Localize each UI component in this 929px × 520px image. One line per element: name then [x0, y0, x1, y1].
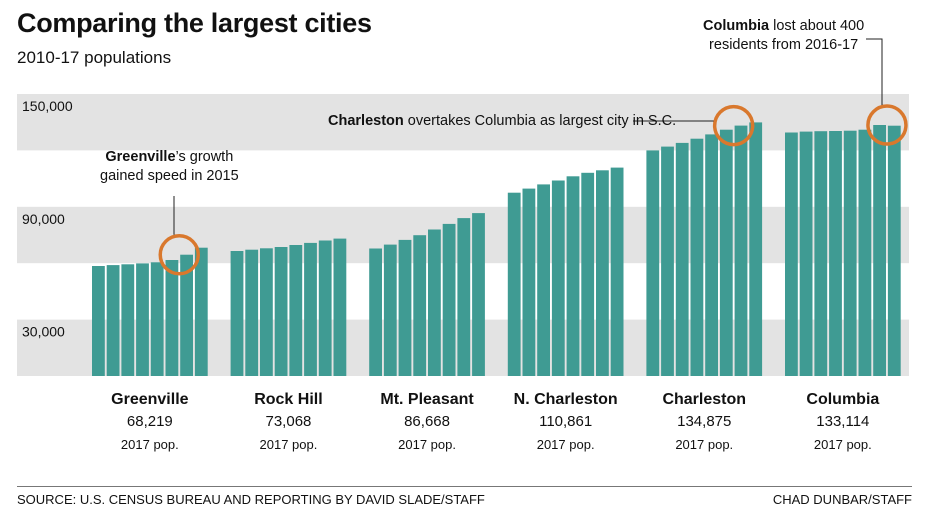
- bar-n-charleston-2014: [566, 176, 580, 376]
- bar-n-charleston-2017: [610, 167, 624, 376]
- bar-rock-hill-2014: [289, 245, 303, 376]
- category-label: N. Charleston: [514, 391, 618, 408]
- footer-divider: [17, 486, 912, 487]
- y-tick-label: 90,000: [22, 211, 65, 227]
- annotation-greenville-text: ’s growth: [175, 149, 234, 165]
- leader-line-columbia: [866, 38, 883, 106]
- bar-rock-hill-2011: [245, 249, 259, 376]
- annotation-columbia: Columbia lost about 400 residents from 2…: [703, 17, 864, 55]
- population-value: 68,219: [127, 413, 173, 430]
- category-label: Mt. Pleasant: [380, 391, 474, 408]
- bar-charleston-2014: [705, 134, 718, 376]
- annotation-greenville-line2: gained speed in 2015: [100, 168, 239, 184]
- population-value: 110,861: [539, 413, 592, 430]
- population-note: 2017 pop.: [121, 437, 179, 452]
- highlight-circle-charleston: [712, 104, 755, 147]
- bar-charleston-2010: [646, 150, 660, 376]
- bar-columbia-2010: [785, 132, 798, 376]
- population-note: 2017 pop.: [398, 437, 456, 452]
- bar-greenville-2017: [194, 247, 208, 376]
- bar-mt-pleasant-2010: [369, 248, 382, 376]
- bar-mt-pleasant-2013: [413, 235, 427, 376]
- highlight-circle-columbia: [866, 104, 908, 146]
- bar-columbia-2012: [814, 131, 828, 376]
- category-label: Rock Hill: [254, 391, 322, 408]
- annotation-greenville-bold: Greenville: [105, 149, 176, 165]
- bar-columbia-2014: [843, 130, 857, 376]
- annotation-greenville: Greenville’s growth gained speed in 2015: [100, 148, 239, 186]
- bar-mt-pleasant-2015: [442, 223, 456, 376]
- bar-charleston-2012: [675, 142, 689, 376]
- bar-columbia-2015: [858, 129, 872, 376]
- bar-rock-hill-2010: [230, 251, 244, 376]
- bar-mt-pleasant-2017: [472, 213, 485, 376]
- annotation-charleston-bold: Charleston: [328, 113, 404, 129]
- population-note: 2017 pop.: [814, 437, 872, 452]
- bar-rock-hill-2015: [304, 242, 317, 376]
- bar-n-charleston-2011: [522, 188, 536, 376]
- bar-n-charleston-2010: [507, 192, 521, 376]
- bar-mt-pleasant-2014: [428, 229, 441, 376]
- bar-n-charleston-2013: [551, 180, 565, 376]
- source-note: SOURCE: U.S. CENSUS BUREAU AND REPORTING…: [17, 492, 485, 507]
- chart-subtitle: 2010-17 populations: [17, 48, 172, 67]
- bar-columbia-2011: [799, 131, 813, 376]
- category-label: Charleston: [662, 391, 746, 408]
- bar-n-charleston-2016: [596, 170, 609, 376]
- category-label: Columbia: [806, 391, 879, 408]
- population-value: 134,875: [677, 413, 731, 430]
- bar-charleston-2017: [749, 122, 763, 377]
- bar-greenville-2012: [121, 264, 135, 376]
- annotation-columbia-text: lost about 400: [769, 18, 865, 34]
- bar-rock-hill-2016: [318, 240, 332, 376]
- highlight-circle-greenville: [158, 233, 200, 276]
- y-tick-label: 30,000: [22, 324, 65, 340]
- graphic-credit: CHAD DUNBAR/STAFF: [772, 492, 912, 507]
- chart-title: Comparing the largest cities: [17, 8, 372, 38]
- bar-mt-pleasant-2012: [398, 239, 412, 376]
- bar-charleston-2016: [734, 125, 748, 376]
- bar-charleston-2011: [661, 146, 674, 376]
- annotation-columbia-line2: residents from 2016-17: [709, 37, 859, 53]
- bar-charleston-2013: [690, 138, 704, 376]
- annotation-columbia-bold: Columbia: [703, 18, 770, 34]
- bar-charleston-2015: [719, 129, 733, 376]
- annotation-charleston: Charleston overtakes Columbia as largest…: [328, 112, 676, 131]
- bar-greenville-2015: [165, 260, 179, 376]
- population-note: 2017 pop.: [260, 437, 318, 452]
- annotation-charleston-text: overtakes Columbia as largest city in S.…: [403, 113, 677, 129]
- population-value: 86,668: [404, 413, 450, 430]
- bar-rock-hill-2012: [260, 248, 273, 376]
- bar-n-charleston-2012: [537, 184, 550, 376]
- bar-mt-pleasant-2011: [383, 244, 397, 376]
- category-label: Greenville: [111, 391, 188, 408]
- population-note: 2017 pop.: [537, 437, 595, 452]
- bar-mt-pleasant-2016: [457, 218, 471, 376]
- population-note: 2017 pop.: [675, 437, 733, 452]
- bar-greenville-2011: [106, 265, 120, 376]
- bar-columbia-2016: [873, 125, 886, 376]
- bar-greenville-2013: [136, 263, 149, 376]
- bar-n-charleston-2015: [581, 172, 595, 376]
- bar-rock-hill-2013: [274, 247, 288, 376]
- y-tick-label: 150,000: [22, 98, 73, 114]
- bar-greenville-2010: [92, 266, 105, 376]
- bar-greenville-2014: [150, 262, 164, 376]
- bar-rock-hill-2017: [333, 238, 347, 376]
- population-value: 73,068: [266, 413, 312, 430]
- bar-columbia-2017: [887, 125, 901, 376]
- population-value: 133,114: [816, 413, 869, 430]
- bar-greenville-2016: [180, 254, 193, 376]
- bar-columbia-2013: [829, 131, 842, 376]
